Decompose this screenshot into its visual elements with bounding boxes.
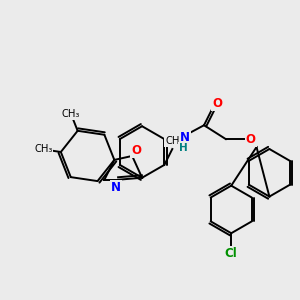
Text: Cl: Cl (225, 247, 238, 260)
Text: N: N (111, 181, 121, 194)
Text: N: N (180, 130, 190, 144)
Text: H: H (179, 143, 188, 153)
Text: CH₃: CH₃ (165, 136, 184, 146)
Text: CH₃: CH₃ (34, 144, 52, 154)
Text: O: O (246, 133, 256, 146)
Text: O: O (131, 145, 141, 158)
Text: O: O (212, 97, 222, 110)
Text: CH₃: CH₃ (62, 109, 80, 119)
